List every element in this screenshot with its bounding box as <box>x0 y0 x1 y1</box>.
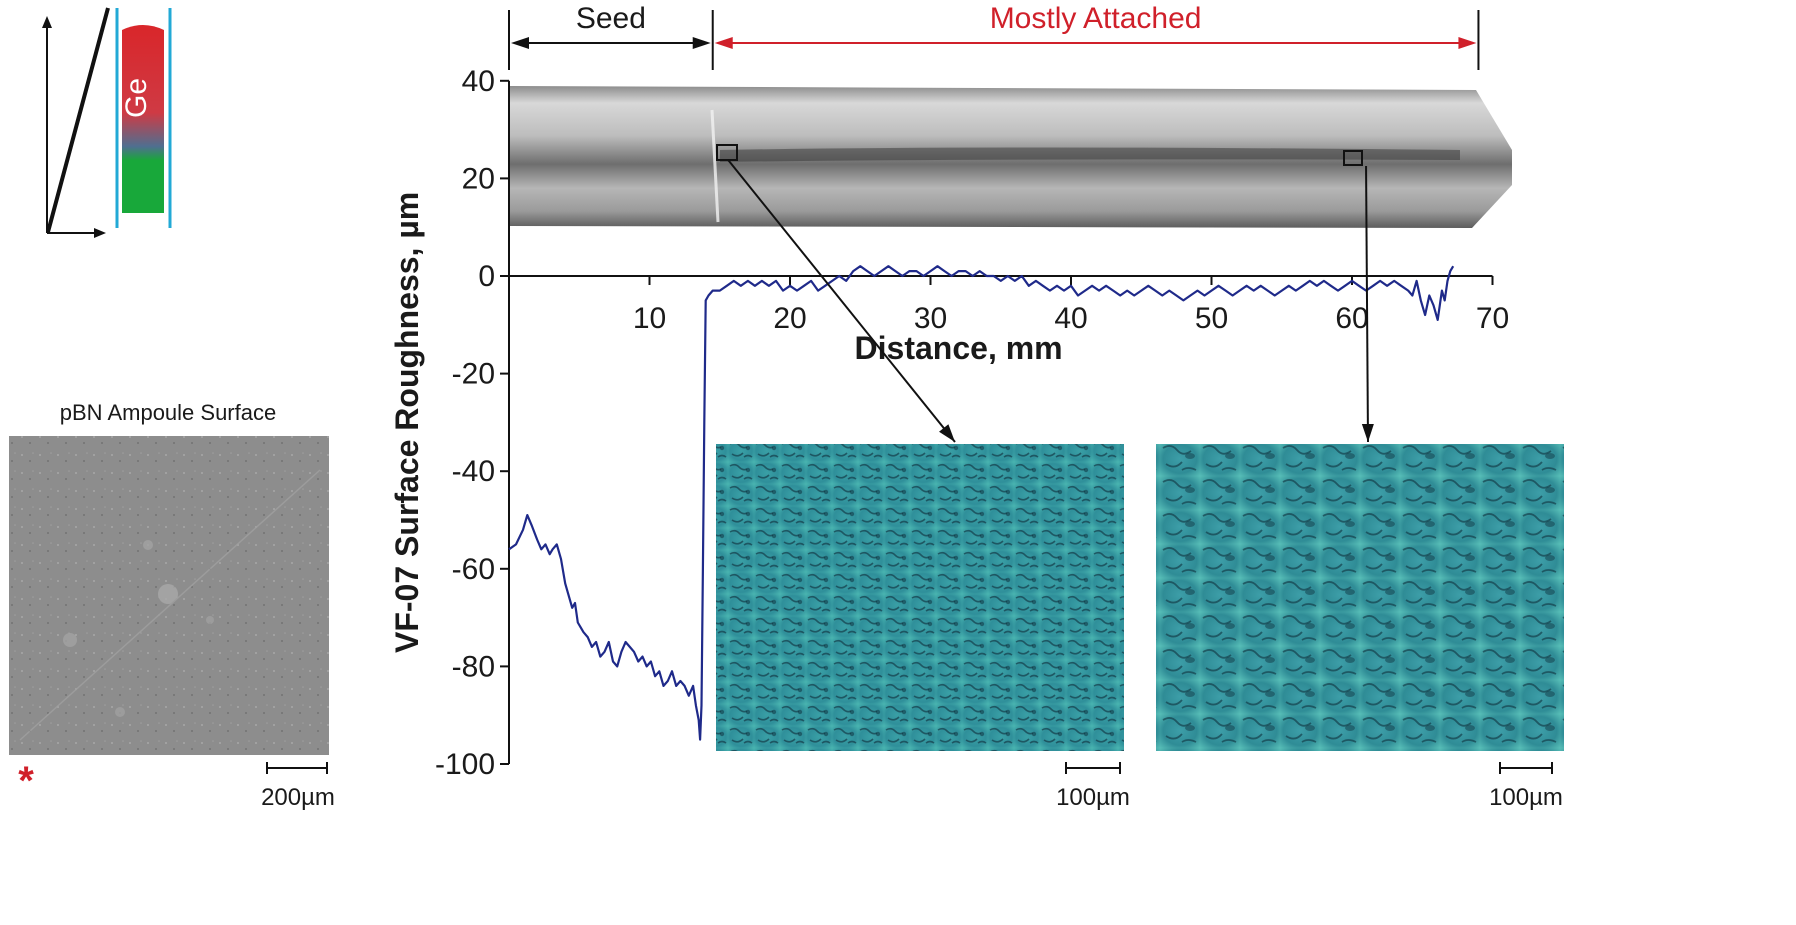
callout-arrowhead-2 <box>1361 423 1374 442</box>
attached-arrowhead-left <box>714 37 733 49</box>
ge-label: Ge <box>120 78 153 118</box>
x-axis-title: Distance, mm <box>855 330 1063 366</box>
micrograph-image-1 <box>716 444 1124 751</box>
micrograph-panel-1: 100µm <box>716 444 1130 811</box>
pbn-surface-features <box>19 469 321 741</box>
seed-arrowhead-left <box>511 37 529 49</box>
region-brackets: Seed Mostly Attached <box>508 2 1480 70</box>
micrograph-panel-2: 100µm <box>1156 444 1564 811</box>
y-tick-label: 20 <box>462 162 495 195</box>
temperature-gradient-line <box>46 7 110 233</box>
y-axis-title: VF-07 Surface Roughness, µm <box>389 192 425 653</box>
ge-seed <box>122 160 164 213</box>
ge-melt <box>122 25 164 160</box>
pbn-asterisk: * <box>18 759 34 803</box>
callout-arrowhead-1 <box>939 424 955 442</box>
y-tick-label: -80 <box>452 650 495 683</box>
x-tick-label: 30 <box>914 302 947 335</box>
x-tick-label: 70 <box>1476 302 1509 335</box>
roughness-chart: 40 20 0 -20 -40 -60 -80 -100 10 20 30 40 50 60 70 Dis… <box>389 65 1509 781</box>
y-axis-ticks: 40 20 0 -20 -40 -60 -80 -100 <box>435 65 509 781</box>
x-tick-label: 50 <box>1195 302 1228 335</box>
schematic-x-arrowhead <box>94 228 106 238</box>
micrograph-1-scale-label: 100µm <box>1056 784 1130 811</box>
seed-label: Seed <box>576 2 646 35</box>
x-tick-label: 10 <box>633 302 666 335</box>
x-tick-label: 60 <box>1335 302 1368 335</box>
micrograph-image-2 <box>1156 444 1564 751</box>
x-tick-label: 20 <box>773 302 806 335</box>
sample-box-1 <box>716 144 738 161</box>
sample-box-2 <box>1343 150 1363 166</box>
growth-schematic: Ge <box>42 7 172 238</box>
micrograph-2-scale-label: 100µm <box>1489 784 1563 811</box>
crystal-boule <box>509 86 1512 228</box>
schematic-y-arrowhead <box>42 16 52 28</box>
y-tick-label: 0 <box>478 260 495 293</box>
callout-arrows <box>727 159 1374 443</box>
boule-dark-band <box>720 147 1460 162</box>
y-tick-label: -100 <box>435 748 495 781</box>
pbn-scale-label: 200µm <box>261 784 335 811</box>
x-axis-ticks: 10 20 30 40 50 60 70 <box>633 276 1509 335</box>
attached-label: Mostly Attached <box>990 2 1202 35</box>
y-tick-label: 40 <box>462 65 495 98</box>
y-tick-label: -40 <box>452 455 495 488</box>
pbn-micrograph-panel: pBN Ampoule Surface * 200µm <box>9 400 335 811</box>
callout-arrow-2 <box>1365 165 1369 443</box>
attached-arrowhead-right <box>1458 37 1477 49</box>
callout-arrow-1 <box>727 159 956 443</box>
pbn-title: pBN Ampoule Surface <box>60 400 276 425</box>
boule-seed-boundary <box>710 109 720 223</box>
x-tick-label: 40 <box>1054 302 1087 335</box>
seed-arrowhead-right <box>692 37 711 49</box>
roughness-series-line <box>508 265 1455 741</box>
y-tick-label: -20 <box>452 358 495 391</box>
y-tick-label: -60 <box>452 553 495 586</box>
